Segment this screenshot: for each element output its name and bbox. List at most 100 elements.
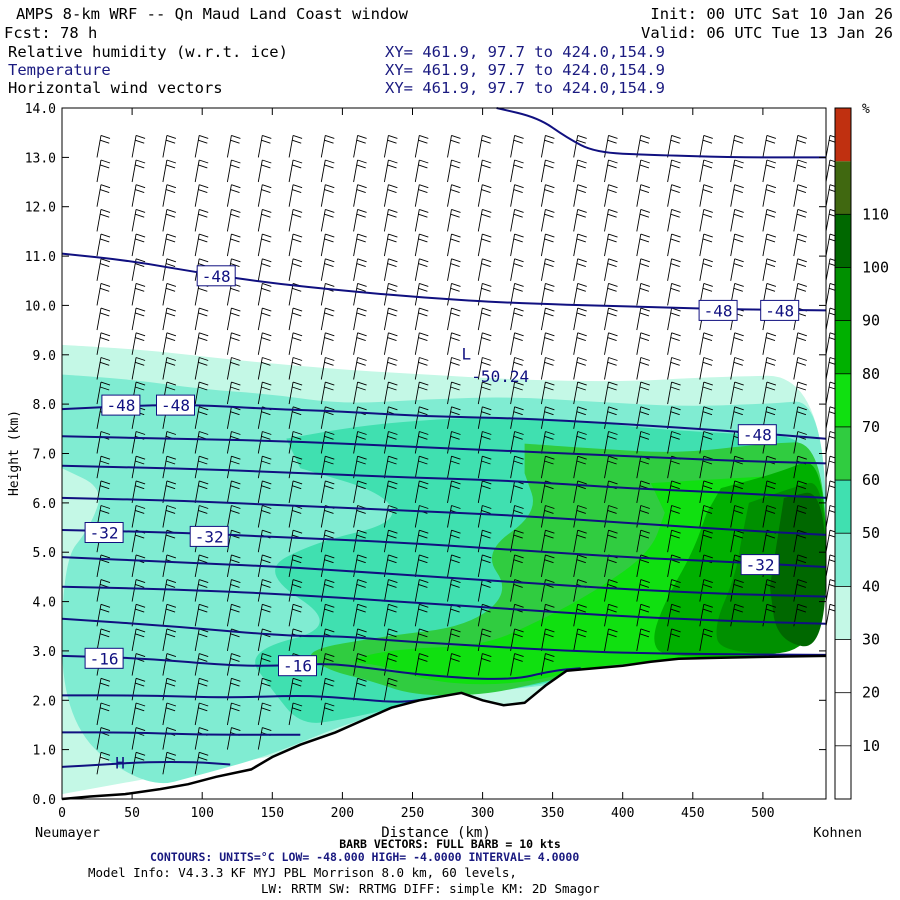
- wind-barb: [573, 381, 587, 405]
- figure-title: AMPS 8-km WRF -- Qn Maud Land Coast wind…: [16, 5, 409, 23]
- y-axis-label: Height (km): [7, 410, 22, 496]
- colorbar-swatch: [835, 373, 851, 427]
- wind-barb: [162, 505, 177, 528]
- barb-legend: BARB VECTORS: FULL BARB = 10 kts: [339, 837, 561, 851]
- wind-barb: [667, 307, 681, 331]
- annotation-text: -50.24: [471, 367, 529, 386]
- wind-barb: [447, 233, 461, 257]
- y-tick-label: 3.0: [33, 645, 56, 660]
- wind-barb: [383, 184, 398, 207]
- wind-barb: [257, 307, 272, 331]
- wind-barb: [510, 455, 524, 479]
- wind-barb: [510, 134, 524, 158]
- wind-barb: [96, 628, 111, 651]
- temperature-contour: [61, 529, 827, 568]
- wind-barb: [131, 332, 146, 355]
- wind-barb: [604, 381, 618, 405]
- wind-barb: [288, 357, 303, 380]
- wind-barb: [604, 455, 618, 479]
- field-name-rh: Relative humidity (w.r.t. ice): [8, 43, 288, 61]
- wind-barb: [96, 208, 111, 232]
- temperature-contour: [61, 585, 827, 625]
- colorbar-swatch: [835, 533, 851, 587]
- wind-barb: [353, 159, 367, 183]
- wind-barb: [288, 480, 303, 503]
- right-station-label: Kohnen: [813, 825, 862, 841]
- wind-barb: [131, 233, 146, 257]
- field-name-wind: Horizontal wind vectors: [8, 79, 223, 97]
- colorbar-swatch: [835, 692, 851, 746]
- wind-barb: [510, 554, 524, 577]
- wind-barb: [383, 603, 398, 627]
- colorbar-swatch: [835, 320, 851, 374]
- wind-barb: [604, 208, 618, 232]
- wind-barb: [477, 208, 492, 232]
- wind-barb: [699, 603, 713, 627]
- y-tick-label: 12.0: [25, 201, 56, 216]
- wind-barb: [353, 233, 367, 257]
- wind-barb: [194, 554, 209, 577]
- wind-barb: [257, 208, 272, 232]
- wind-barb: [320, 258, 335, 281]
- wind-barb: [447, 529, 461, 553]
- wind-barb: [162, 702, 177, 726]
- wind-barb: [353, 628, 367, 651]
- wind-barb: [353, 332, 367, 355]
- colorbar-swatch: [835, 214, 851, 268]
- wind-barb: [131, 628, 146, 651]
- wind-barb: [414, 554, 429, 577]
- wind-barb: [604, 406, 618, 429]
- wind-barb: [320, 282, 335, 306]
- wind-barb: [257, 579, 272, 602]
- wind-barb: [383, 307, 398, 331]
- wind-barb: [667, 431, 681, 454]
- wind-barb: [131, 282, 146, 306]
- wind-barb: [288, 233, 303, 257]
- field-xy-wind: XY= 461.9, 97.7 to 424.0,154.9: [385, 79, 665, 97]
- x-tick-label: 350: [541, 806, 564, 821]
- wind-barb: [667, 628, 681, 651]
- wind-barb: [730, 579, 744, 602]
- temperature-contour: [61, 617, 827, 656]
- wind-barb: [510, 381, 524, 405]
- wind-barb: [573, 307, 587, 331]
- wind-barb: [636, 208, 650, 232]
- contour-label: -48: [760, 299, 800, 321]
- wind-barb: [194, 406, 209, 429]
- wind-barb: [730, 332, 744, 355]
- wind-barb: [477, 134, 492, 158]
- wind-barb: [573, 134, 587, 158]
- wind-barb: [162, 455, 177, 479]
- wind-barb: [730, 505, 744, 528]
- wind-barb: [667, 159, 681, 183]
- wind-barb: [353, 653, 367, 676]
- wind-barb: [510, 208, 524, 232]
- y-tick-label: 1.0: [33, 744, 56, 759]
- wind-barb: [383, 208, 398, 232]
- wind-barb: [257, 332, 272, 355]
- wind-barb: [477, 357, 492, 380]
- colorbar-swatch: [835, 480, 851, 534]
- wind-barb: [540, 282, 555, 306]
- wind-barb: [383, 258, 398, 281]
- wind-barb: [510, 431, 524, 454]
- wind-barb: [699, 134, 713, 158]
- wind-barb: [477, 184, 492, 207]
- wind-barb: [96, 282, 111, 306]
- colorbar-tick-label: 90: [862, 312, 880, 330]
- svg-text:-48: -48: [704, 301, 733, 320]
- x-tick-label: 50: [124, 806, 140, 821]
- svg-text:-32: -32: [90, 524, 119, 543]
- wind-barb: [762, 579, 777, 602]
- wind-barb: [573, 258, 587, 281]
- wind-barb: [320, 579, 335, 602]
- wind-barb: [667, 480, 681, 503]
- wind-barb: [730, 480, 744, 503]
- colorbar: 10 20 30 40 50 60 70 80 90 100 110: [834, 107, 889, 800]
- valid-time: Valid: 06 UTC Tue 13 Jan 26: [641, 24, 893, 42]
- wind-barb: [194, 332, 209, 355]
- wind-barb: [353, 381, 367, 405]
- svg-text:-16: -16: [90, 649, 119, 668]
- wind-barb: [226, 332, 241, 355]
- wind-barb: [540, 357, 555, 380]
